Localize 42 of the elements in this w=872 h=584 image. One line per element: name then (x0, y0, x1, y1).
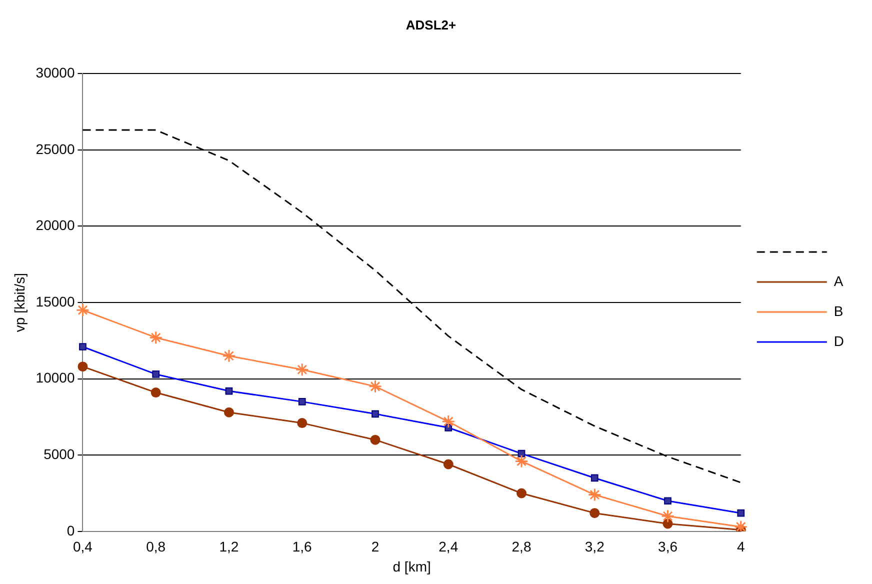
point (734, 520, 748, 532)
point (370, 434, 380, 445)
point (590, 508, 600, 518)
point (588, 488, 602, 502)
legend-label: A (834, 272, 844, 289)
point (368, 380, 382, 394)
x-tick-label: 3,2 (584, 538, 605, 555)
point (442, 414, 456, 428)
point (76, 303, 90, 317)
point (295, 362, 309, 376)
point (150, 388, 161, 398)
x-tick-label: 2,4 (438, 538, 458, 555)
point (78, 362, 88, 372)
y-tick-label: 20000 (36, 217, 75, 234)
legend-label: D (834, 332, 844, 349)
x-tick-label: 0,8 (146, 538, 166, 555)
point (514, 454, 528, 468)
legend-label: B (834, 302, 844, 319)
y-tick-label: 25000 (36, 140, 75, 157)
y-tick-label: 10000 (36, 370, 75, 386)
x-tick-label: 1,2 (219, 538, 239, 555)
y-tick-label: 0 (66, 522, 75, 538)
y-tick-label: 15000 (36, 293, 75, 310)
x-tick-label: 4 (736, 538, 745, 555)
point (443, 459, 454, 470)
x-tick-label: 2,8 (512, 538, 532, 555)
point (662, 518, 673, 529)
x-tick-label: 0,4 (72, 538, 93, 555)
x-tick-label: 2 (371, 538, 380, 555)
point (222, 349, 236, 363)
x-tick-label: 1,6 (292, 538, 312, 555)
y-axis-title: vp [kbit/s] (11, 272, 28, 332)
x-axis-title: d [km] (392, 558, 431, 574)
y-tick-label: 5000 (44, 446, 75, 462)
x-tick-label: 3,6 (658, 538, 678, 555)
point (516, 488, 527, 498)
point (661, 509, 675, 523)
point (297, 418, 308, 428)
point (224, 407, 234, 418)
y-tick-label: 30000 (36, 64, 75, 80)
point (149, 330, 163, 344)
chart-title: ADSL2+ (406, 17, 457, 32)
